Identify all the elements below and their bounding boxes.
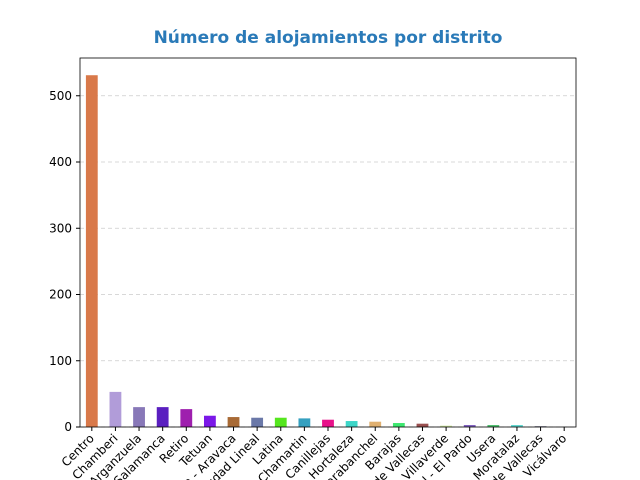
bar <box>133 407 145 427</box>
bar <box>180 409 193 427</box>
bar <box>204 415 216 427</box>
bar <box>298 418 311 427</box>
bar <box>274 417 287 427</box>
bar <box>416 423 429 427</box>
bar <box>322 419 334 427</box>
y-tick-label: 200 <box>49 288 72 302</box>
bar <box>511 425 523 427</box>
y-tick-label: 300 <box>49 221 72 235</box>
bar <box>440 425 452 427</box>
bar <box>345 421 358 427</box>
bar <box>156 407 169 427</box>
chart-title: Número de alojamientos por distrito <box>154 28 503 48</box>
y-tick-label: 500 <box>49 89 72 103</box>
bar <box>463 425 476 427</box>
bar <box>85 75 98 427</box>
bar <box>392 423 405 427</box>
bar <box>251 417 264 427</box>
bar <box>487 425 500 427</box>
bar <box>369 421 382 427</box>
plot-frame <box>79 57 577 428</box>
bar <box>109 391 122 427</box>
bar <box>227 417 240 427</box>
y-tick-label: 400 <box>49 155 72 169</box>
y-tick-label: 100 <box>49 354 72 368</box>
y-tick-label: 0 <box>64 420 72 434</box>
